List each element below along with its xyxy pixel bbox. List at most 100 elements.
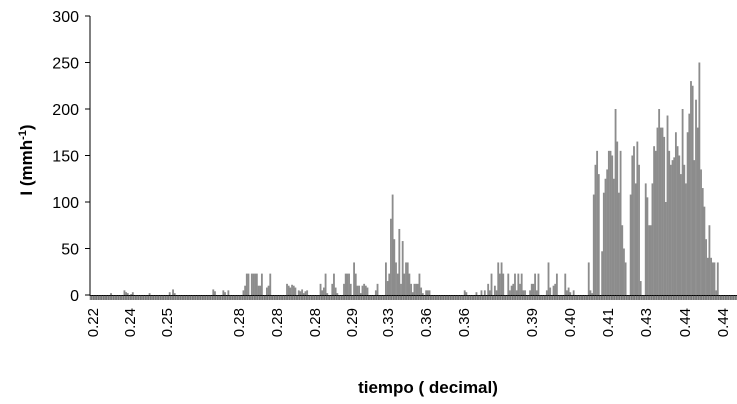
bar <box>255 273 258 295</box>
bar <box>633 146 635 295</box>
bar <box>420 287 423 295</box>
bar <box>488 290 491 295</box>
bar <box>554 283 557 295</box>
bar <box>348 273 350 295</box>
bar <box>589 290 592 295</box>
bar <box>529 290 531 295</box>
bar <box>601 251 604 295</box>
bar <box>490 273 493 295</box>
bar <box>545 290 548 295</box>
bar <box>148 293 151 295</box>
bar <box>292 285 295 295</box>
bar <box>519 283 521 295</box>
bar <box>500 262 503 295</box>
bar <box>321 290 324 295</box>
bar <box>346 273 349 295</box>
y-axis-title-close: ) <box>17 124 36 130</box>
bar <box>654 150 657 295</box>
bar <box>509 290 511 295</box>
bar <box>691 85 694 295</box>
y-tick-label: 150 <box>52 149 79 166</box>
bar <box>250 273 253 295</box>
y-tick-label: 250 <box>52 56 79 73</box>
bar <box>487 283 490 295</box>
bar <box>680 174 682 295</box>
bar <box>398 228 401 295</box>
bar <box>597 174 600 295</box>
bar <box>413 283 416 295</box>
bar <box>364 285 367 295</box>
bar <box>713 262 716 295</box>
bar <box>604 178 607 295</box>
bar <box>596 150 599 295</box>
bar <box>611 155 614 295</box>
bar <box>619 150 622 295</box>
bar <box>695 99 697 295</box>
bar <box>710 257 713 295</box>
y-tick-label: 0 <box>70 288 79 305</box>
x-tick-label: 0.28 <box>231 308 248 337</box>
bar <box>715 290 718 295</box>
bar <box>678 155 681 295</box>
bar <box>656 127 659 295</box>
bar <box>552 285 555 295</box>
bar <box>659 127 662 295</box>
bar <box>319 283 322 295</box>
bar <box>425 290 428 295</box>
bar <box>510 285 513 295</box>
bar <box>406 262 409 295</box>
bar <box>214 291 216 295</box>
bar <box>212 289 215 295</box>
bar <box>685 183 687 295</box>
bar <box>353 262 355 295</box>
bar <box>671 160 674 295</box>
x-tick-label: 0.39 <box>524 308 541 337</box>
bar <box>247 273 250 295</box>
x-tick-label: 0.24 <box>122 308 139 337</box>
bar <box>495 290 498 295</box>
bar <box>286 283 288 295</box>
y-axis-title: I (mmh-1) <box>17 124 36 195</box>
bar <box>336 293 339 295</box>
bar <box>322 287 325 295</box>
y-tick-label: 300 <box>52 9 79 26</box>
x-tick-label: 0.36 <box>418 308 435 337</box>
bar <box>646 197 649 295</box>
bar <box>683 164 686 295</box>
bar <box>716 262 719 295</box>
bar <box>287 285 290 295</box>
bar <box>517 273 520 295</box>
bar <box>125 292 128 295</box>
bar <box>520 273 523 295</box>
bar <box>297 290 300 295</box>
bar <box>664 202 667 295</box>
bar <box>686 132 689 295</box>
bar <box>607 150 610 295</box>
bar <box>260 273 263 295</box>
bar <box>363 283 366 295</box>
bar <box>465 292 468 295</box>
bar <box>302 293 305 295</box>
bar <box>673 157 676 295</box>
x-tick-label: 0.43 <box>638 308 655 337</box>
bar <box>324 273 327 295</box>
bar <box>333 273 335 295</box>
bar <box>497 262 500 295</box>
bar <box>669 164 672 295</box>
bar <box>483 290 486 295</box>
bar <box>359 293 362 295</box>
bar <box>616 141 619 295</box>
bar <box>408 273 411 295</box>
y-tick-labels: 0 50 100 150 200 250 300 <box>52 9 79 305</box>
bar <box>639 281 642 295</box>
bar <box>698 62 701 295</box>
bar <box>502 273 505 295</box>
bar <box>463 290 466 295</box>
bar <box>534 273 537 295</box>
bar <box>569 292 572 295</box>
bar <box>602 192 605 295</box>
bar <box>306 290 309 295</box>
bar <box>254 273 257 295</box>
bar <box>421 293 424 295</box>
